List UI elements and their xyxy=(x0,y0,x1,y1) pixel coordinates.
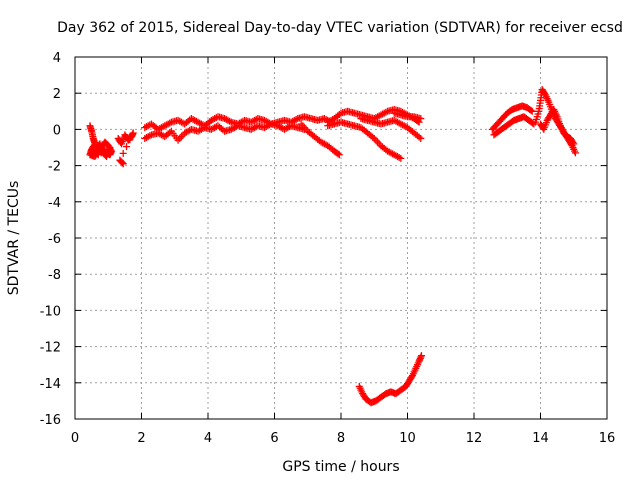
data-point xyxy=(123,143,131,151)
data-point xyxy=(415,133,423,141)
x-tick-label: 12 xyxy=(466,431,483,446)
series-arc-7 xyxy=(324,118,405,162)
chart-title: Day 362 of 2015, Sidereal Day-to-day VTE… xyxy=(57,20,623,36)
data-point xyxy=(397,154,405,162)
data-point xyxy=(569,139,577,147)
data-point xyxy=(417,352,425,360)
data-point xyxy=(571,149,579,157)
data-point xyxy=(119,160,127,168)
series-arc-11 xyxy=(488,102,536,133)
data-point xyxy=(226,117,234,125)
x-tick-labels: 0 2 4 6 8 10 12 14 16 xyxy=(71,431,615,446)
y-tick-label: -2 xyxy=(48,160,61,175)
series-arc-8 xyxy=(357,115,425,142)
y-tick-label: -10 xyxy=(40,304,61,319)
y-tick-label: -14 xyxy=(40,377,61,392)
data-point xyxy=(92,148,100,156)
x-tick-label: 4 xyxy=(204,431,212,446)
series-arc-12 xyxy=(490,113,538,139)
y-axis-label: SDTVAR / TECUs xyxy=(6,181,22,296)
data-point xyxy=(527,106,535,114)
y-tick-label: -16 xyxy=(40,413,61,428)
x-tick-label: 16 xyxy=(599,431,616,446)
x-axis-label: GPS time / hours xyxy=(282,459,399,475)
series-arc-5 xyxy=(297,120,343,159)
y-tick-label: 4 xyxy=(53,51,61,66)
data-point xyxy=(166,119,174,127)
data-point xyxy=(334,150,342,158)
y-tick-label: -4 xyxy=(48,196,61,211)
data-point xyxy=(369,133,377,141)
y-tick-label: -6 xyxy=(48,232,61,247)
series-arc-14 xyxy=(537,105,578,148)
series-arc-9 xyxy=(390,109,425,123)
data-point xyxy=(166,129,174,137)
x-tick-label: 14 xyxy=(532,431,549,446)
series-arc-1b xyxy=(88,140,114,161)
y-tick-label: -8 xyxy=(48,268,61,283)
data-point xyxy=(408,373,416,381)
data-point xyxy=(528,107,536,115)
data-point xyxy=(129,129,137,137)
y-tick-label: 2 xyxy=(53,87,61,102)
data-point xyxy=(146,132,154,140)
data-point xyxy=(382,108,390,116)
y-tick-label: -12 xyxy=(40,341,61,356)
data-point xyxy=(91,147,99,155)
data-point xyxy=(417,134,425,142)
y-tick-labels: 4 2 0 -2 -4 -6 -8 -10 -12 -14 -16 xyxy=(40,51,61,428)
y-tick-label: 0 xyxy=(53,123,61,138)
series-arc-10 xyxy=(355,352,425,407)
data-point xyxy=(541,90,549,98)
grid xyxy=(75,57,607,419)
series-arc-2 xyxy=(114,129,137,168)
data-point xyxy=(570,140,578,148)
series-arc-3 xyxy=(141,113,335,133)
ticks xyxy=(74,56,608,420)
data-point xyxy=(395,153,403,161)
data-point xyxy=(119,149,127,157)
data-points xyxy=(86,86,579,407)
data-point xyxy=(102,152,110,160)
x-tick-label: 8 xyxy=(337,431,345,446)
data-point xyxy=(335,151,343,159)
x-tick-label: 0 xyxy=(71,431,79,446)
data-point xyxy=(95,141,103,149)
data-point xyxy=(292,115,300,123)
x-tick-label: 2 xyxy=(137,431,145,446)
data-point xyxy=(417,115,425,123)
data-point xyxy=(126,136,134,144)
x-tick-label: 10 xyxy=(399,431,416,446)
data-point xyxy=(118,159,126,167)
x-tick-label: 6 xyxy=(270,431,278,446)
